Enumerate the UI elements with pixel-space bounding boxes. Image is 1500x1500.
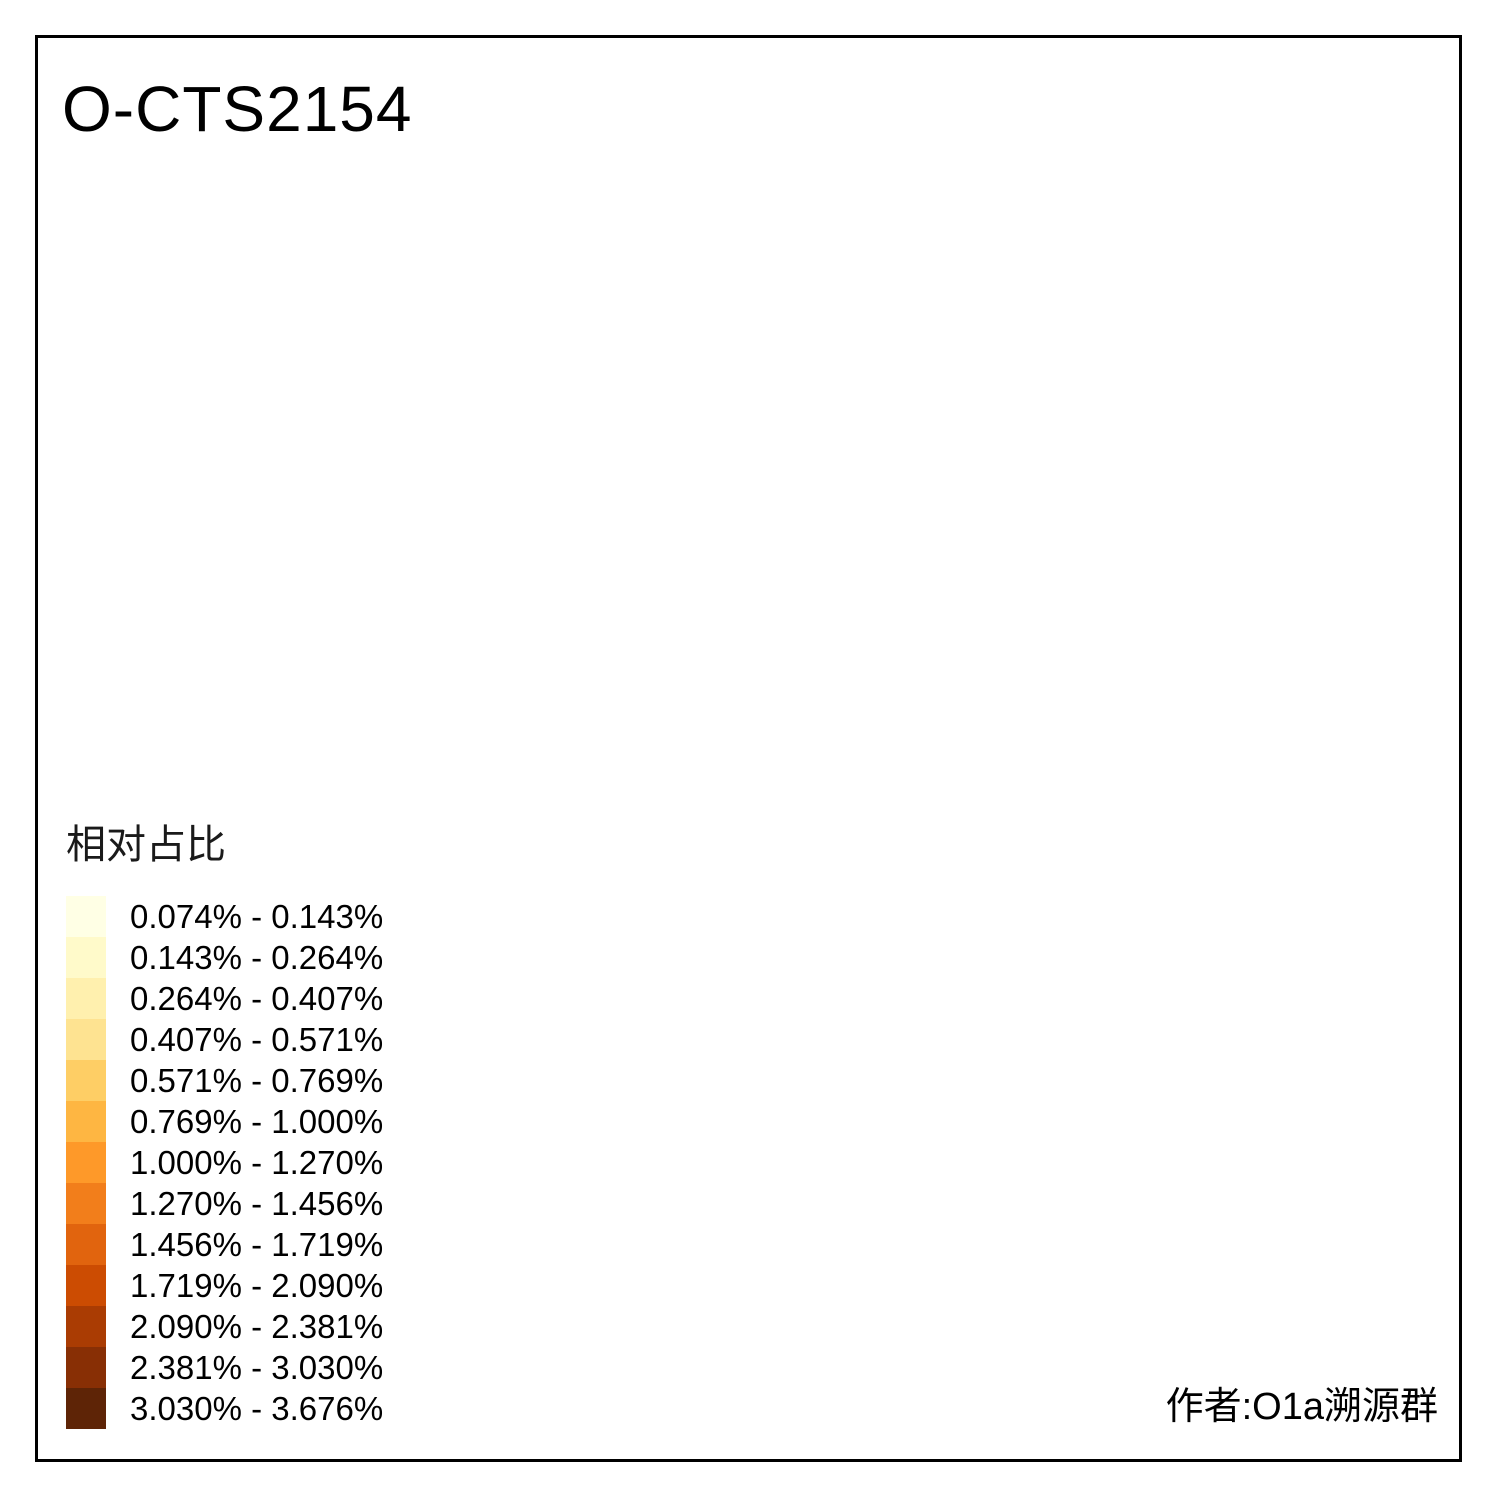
- legend-label: 0.769% - 1.000%: [130, 1102, 384, 1140]
- legend-row: 3.030% - 3.676%: [66, 1388, 383, 1429]
- legend-swatch: [66, 1101, 106, 1142]
- legend-row: 2.381% - 3.030%: [66, 1347, 383, 1388]
- legend-swatch: [66, 1019, 106, 1060]
- legend-swatch: [66, 1224, 106, 1265]
- legend-swatch: [66, 1347, 106, 1388]
- legend: 相对占比 0.074% - 0.143% 0.143% - 0.264% 0.264…: [66, 812, 383, 1429]
- legend-row: 0.264% - 0.407%: [66, 978, 383, 1019]
- legend-swatch: [66, 978, 106, 1019]
- legend-label: 0.264% - 0.407%: [130, 979, 384, 1017]
- legend-swatch: [66, 1142, 106, 1183]
- legend-swatch: [66, 937, 106, 978]
- legend-label: 0.074% - 0.143%: [130, 897, 384, 935]
- legend-row: 0.769% - 1.000%: [66, 1101, 383, 1142]
- legend-label: 1.270% - 1.456%: [130, 1184, 384, 1222]
- legend-label: 0.143% - 0.264%: [130, 938, 384, 976]
- author-credit: 作者:O1a溯源群: [1165, 1386, 1438, 1428]
- legend-label: 0.407% - 0.571%: [130, 1020, 384, 1058]
- legend-row: 1.000% - 1.270%: [66, 1142, 383, 1183]
- legend-swatch: [66, 1183, 106, 1224]
- legend-rows: 0.074% - 0.143% 0.143% - 0.264% 0.264% - 0…: [66, 896, 383, 1429]
- map-title: O-CTS2154: [62, 73, 413, 145]
- legend-row: 0.143% - 0.264%: [66, 937, 383, 978]
- legend-label: 1.456% - 1.719%: [130, 1225, 384, 1263]
- legend-row: 2.090% - 2.381%: [66, 1306, 383, 1347]
- legend-row: 1.456% - 1.719%: [66, 1224, 383, 1265]
- legend-label: 2.381% - 3.030%: [130, 1348, 384, 1386]
- legend-title: 相对占比: [66, 823, 226, 867]
- legend-row: 1.719% - 2.090%: [66, 1265, 383, 1306]
- legend-label: 3.030% - 3.676%: [130, 1389, 384, 1427]
- legend-swatch: [66, 1265, 106, 1306]
- legend-row: 0.571% - 0.769%: [66, 1060, 383, 1101]
- legend-row: 1.270% - 1.456%: [66, 1183, 383, 1224]
- legend-row: 0.407% - 0.571%: [66, 1019, 383, 1060]
- plot-frame: [35, 35, 1462, 1462]
- legend-label: 1.000% - 1.270%: [130, 1143, 384, 1181]
- legend-swatch: [66, 896, 106, 937]
- legend-label: 2.090% - 2.381%: [130, 1307, 384, 1345]
- legend-swatch: [66, 1306, 106, 1347]
- legend-row: 0.074% - 0.143%: [66, 896, 383, 937]
- legend-swatch: [66, 1060, 106, 1101]
- legend-label: 0.571% - 0.769%: [130, 1061, 384, 1099]
- legend-label: 1.719% - 2.090%: [130, 1266, 384, 1304]
- legend-swatch: [66, 1388, 106, 1429]
